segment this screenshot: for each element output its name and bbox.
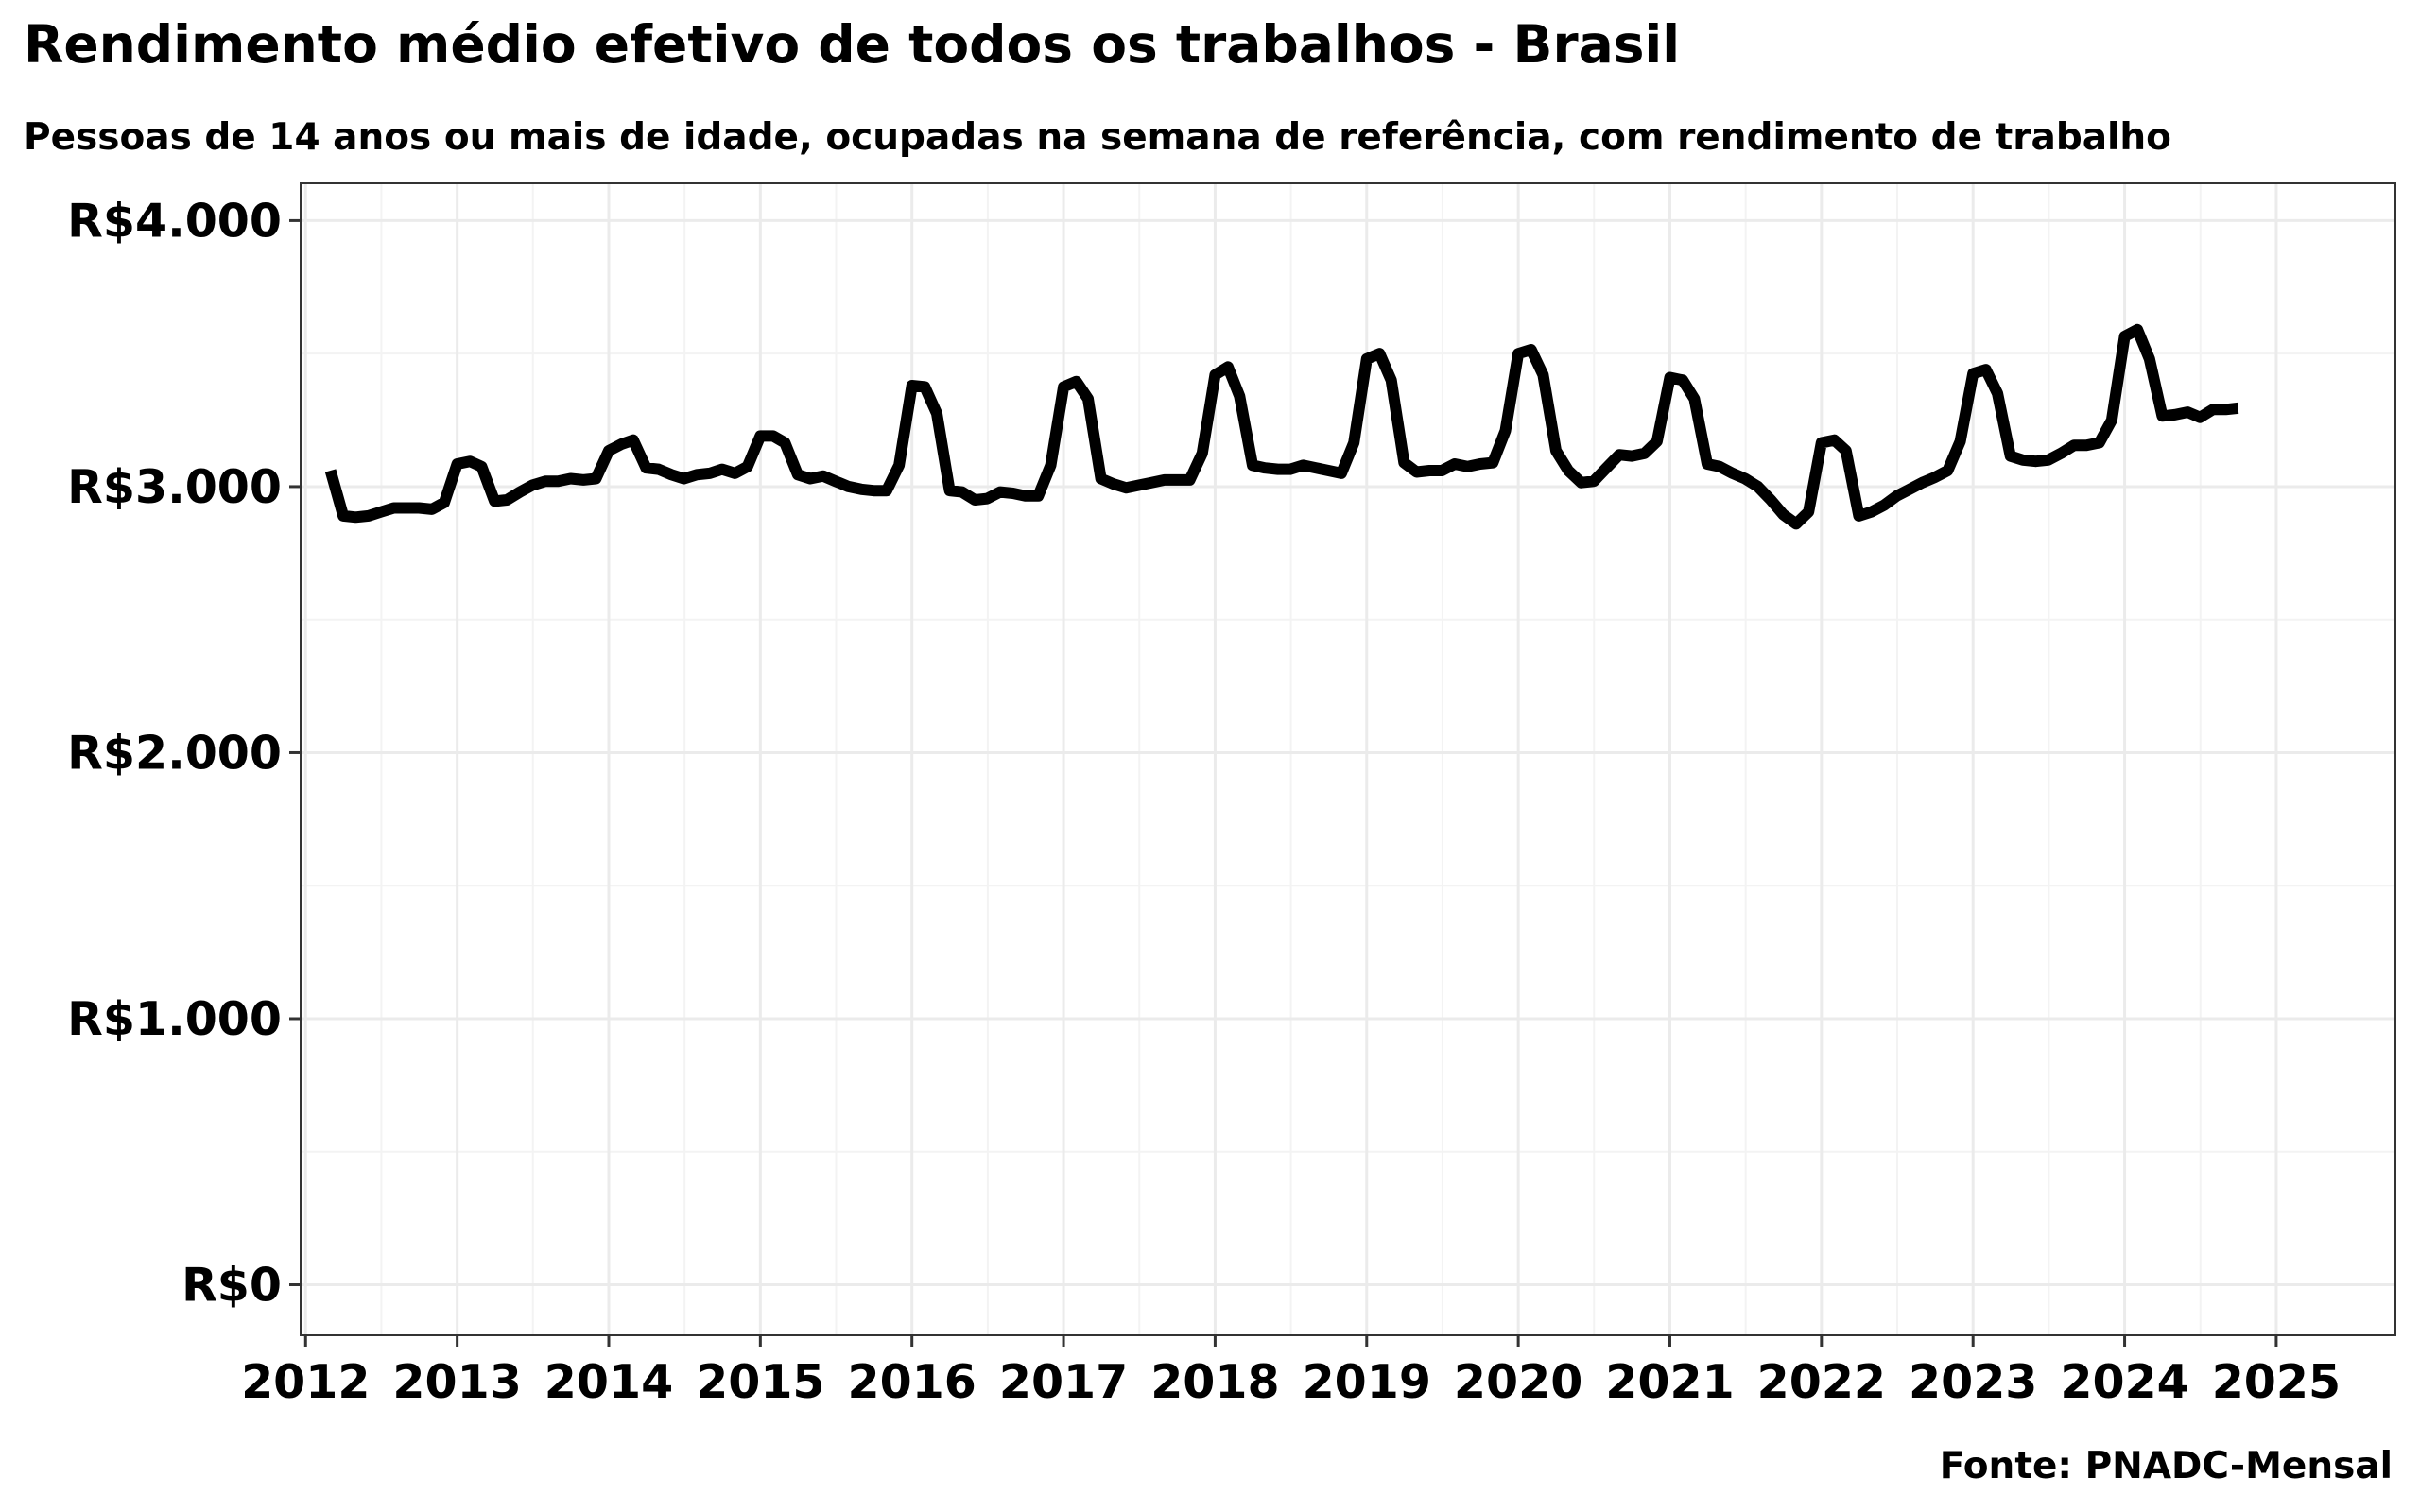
x-tick-label: 2022 — [1757, 1355, 1886, 1409]
chart-subtitle: Pessoas de 14 anos ou mais de idade, ocu… — [24, 116, 2171, 159]
y-tick-label: R$2.000 — [67, 726, 282, 780]
x-tick-label: 2013 — [392, 1355, 521, 1409]
y-tick-label: R$3.000 — [67, 460, 282, 514]
source-caption: Fonte: PNADC-Mensal — [1940, 1445, 2393, 1487]
y-tick-label: R$0 — [182, 1259, 282, 1313]
x-axis: 2012 2013 2014 2015 2016 2017 2018 2019 2020 2021… — [241, 1335, 2341, 1409]
x-tick-label: 2018 — [1150, 1355, 1279, 1409]
x-tick-label: 2021 — [1605, 1355, 1734, 1409]
series-line — [324, 323, 2239, 530]
x-tick-label: 2024 — [2060, 1355, 2188, 1409]
x-tick-label: 2012 — [241, 1355, 370, 1409]
x-tick-label: 2020 — [1454, 1355, 1582, 1409]
x-tick-label: 2016 — [848, 1355, 977, 1409]
x-tick-label: 2014 — [544, 1355, 673, 1409]
x-tick-label: 2019 — [1303, 1355, 1431, 1409]
y-tick-label: R$1.000 — [67, 992, 282, 1046]
plot-area — [300, 182, 2396, 1336]
x-tick-label: 2025 — [2212, 1355, 2341, 1409]
x-tick-label: 2015 — [696, 1355, 824, 1409]
grid-minor — [301, 183, 2395, 1335]
chart-title: Rendimento médio efetivo de todos os tra… — [24, 14, 1680, 75]
plot-background — [301, 183, 2395, 1335]
x-tick-label: 2017 — [999, 1355, 1128, 1409]
y-tick-label: R$4.000 — [67, 194, 282, 248]
x-tick-label: 2023 — [1909, 1355, 2037, 1409]
plot-border — [300, 182, 2396, 1336]
y-axis: R$0 R$1.000 R$2.000 R$3.000 R$4.000 — [67, 194, 301, 1313]
